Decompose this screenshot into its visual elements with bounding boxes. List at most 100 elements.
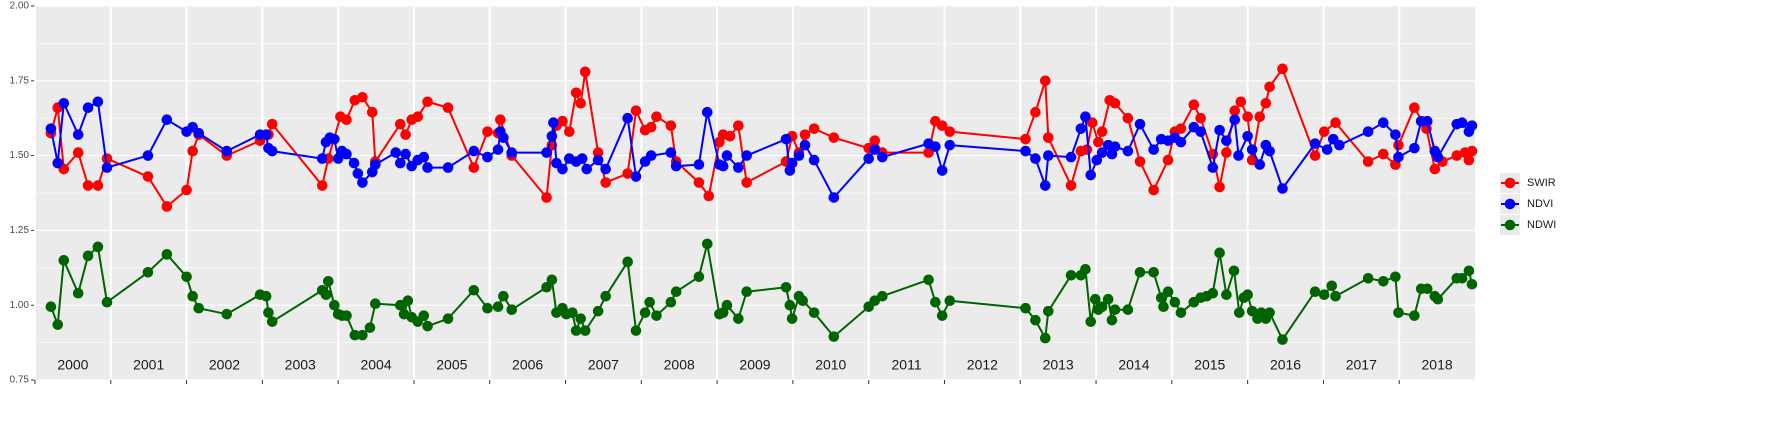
series-point (1089, 293, 1101, 305)
series-point (1039, 180, 1051, 191)
series-point (1362, 126, 1374, 137)
series-point (1318, 126, 1330, 137)
x-tick-label: 2011 (892, 357, 922, 373)
series-point (1309, 286, 1321, 298)
series-point (1466, 145, 1478, 157)
series-point (492, 144, 504, 155)
series-point (1134, 118, 1146, 130)
series-point (142, 266, 154, 278)
series-point (263, 307, 274, 318)
y-tick-label: 2.00 (10, 1, 30, 12)
series-point (101, 153, 113, 164)
series-point (1080, 111, 1091, 123)
x-tick-label: 2005 (436, 357, 467, 373)
series-point (341, 310, 352, 321)
series-point (541, 281, 552, 293)
series-point (1334, 139, 1345, 151)
x-tick-label: 2013 (1043, 357, 1074, 373)
series-point (187, 290, 198, 302)
series-point (341, 148, 352, 160)
series-point (1466, 278, 1478, 290)
series-point (1214, 181, 1225, 193)
x-tick-label: 2017 (1346, 357, 1377, 373)
series-point (701, 106, 713, 118)
series-point (665, 147, 677, 158)
series-point (570, 87, 582, 99)
series-point (101, 296, 113, 308)
series-point (1432, 151, 1444, 163)
series-point (808, 123, 820, 134)
series-point (828, 192, 840, 203)
series-point (193, 127, 205, 139)
x-tick-label: 2002 (209, 357, 240, 373)
series-point (693, 159, 705, 170)
series-point (944, 295, 956, 307)
series-point (1162, 286, 1174, 298)
series-point (1122, 112, 1134, 124)
series-point (506, 147, 518, 158)
series-point (600, 290, 611, 302)
series-point (495, 114, 506, 125)
series-point (808, 154, 820, 166)
x-tick-label: 2009 (739, 357, 770, 373)
series-point (482, 151, 493, 163)
series-point (316, 153, 328, 164)
series-point (1039, 332, 1051, 344)
series-point (863, 153, 874, 164)
series-point (1158, 301, 1169, 312)
series-point (101, 162, 113, 173)
series-point (630, 105, 642, 117)
series-point (733, 120, 744, 131)
series-point (645, 150, 657, 161)
legend-label: NDVI (1527, 198, 1553, 210)
series-point (1043, 305, 1054, 317)
series-point (1229, 105, 1241, 117)
series-point (1409, 142, 1420, 154)
series-point (82, 180, 94, 191)
series-point (548, 117, 559, 128)
series-point (1030, 106, 1041, 118)
series-point (187, 145, 198, 157)
series-point (1233, 150, 1244, 161)
series-point (1242, 289, 1253, 301)
series-point (1451, 150, 1463, 161)
series-point (1109, 97, 1121, 109)
series-point (622, 112, 633, 124)
series-point (644, 296, 655, 308)
series-point (1377, 275, 1389, 287)
series-point (701, 238, 713, 250)
x-tick-label: 2001 (133, 357, 164, 373)
series-point (786, 157, 798, 169)
series-point (1096, 301, 1108, 312)
series-point (793, 150, 805, 161)
series-point (1421, 283, 1433, 295)
series-point (260, 290, 272, 302)
series-point (797, 295, 809, 307)
series-point (1043, 132, 1054, 143)
series-point (1214, 124, 1225, 136)
series-point (786, 313, 798, 324)
series-point (1456, 117, 1468, 128)
series-point (1109, 304, 1121, 315)
series-point (869, 135, 881, 146)
series-point (546, 274, 558, 286)
series-point (357, 329, 368, 341)
series-point (181, 271, 192, 283)
series-point (1093, 136, 1104, 148)
series-point (780, 281, 792, 293)
series-point (422, 320, 433, 332)
series-point (1260, 97, 1272, 109)
series-point (1106, 314, 1118, 326)
y-tick-label: 1.25 (10, 225, 30, 236)
series-point (923, 274, 934, 286)
series-point (828, 132, 840, 143)
series-point (1096, 147, 1108, 158)
series-point (92, 180, 104, 191)
x-tick-label: 2008 (664, 357, 695, 373)
series-point (72, 287, 84, 299)
legend-label: NDWI (1527, 219, 1556, 231)
series-point (193, 302, 205, 314)
series-point (546, 130, 558, 142)
series-point (541, 147, 552, 158)
series-point (1169, 296, 1181, 308)
